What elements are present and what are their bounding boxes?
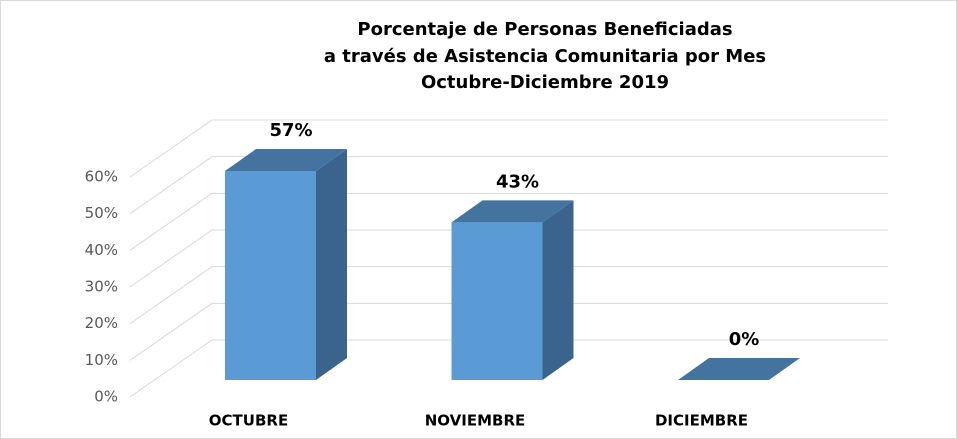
chart-title: Octubre-Diciembre 2019	[421, 72, 669, 93]
grid-line	[129, 192, 213, 251]
bar-front	[451, 222, 543, 380]
y-tick-label: 10%	[85, 351, 118, 369]
bar-front	[225, 171, 316, 380]
bar-top	[225, 149, 347, 171]
bar-top	[451, 200, 574, 223]
grid-line	[129, 229, 213, 288]
grid-line	[129, 302, 213, 361]
y-tick-label: 50%	[85, 204, 118, 222]
x-tick-label: DICIEMBRE	[655, 412, 748, 430]
y-tick-label: 20%	[85, 314, 118, 332]
y-tick-label: 0%	[94, 388, 118, 406]
data-label: 43%	[496, 171, 539, 192]
y-tick-label: 30%	[85, 278, 118, 296]
x-tick-label: OCTUBRE	[209, 412, 288, 430]
x-tick-label: NOVIEMBRE	[425, 412, 526, 430]
grid-line	[129, 339, 213, 398]
bar-side	[542, 200, 574, 380]
y-tick-label: 40%	[85, 241, 118, 259]
chart-title: a través de Asistencia Comunitaria por M…	[324, 46, 766, 67]
chart-title: Porcentaje de Personas Beneficiadas	[357, 19, 732, 40]
grid-line	[129, 156, 213, 215]
bar-top	[678, 358, 800, 380]
grid-line	[129, 266, 213, 325]
data-label: 0%	[729, 329, 760, 350]
data-label: 57%	[269, 120, 312, 141]
grid-line	[129, 119, 213, 178]
y-tick-label: 60%	[85, 168, 118, 186]
bar-side	[316, 149, 347, 380]
